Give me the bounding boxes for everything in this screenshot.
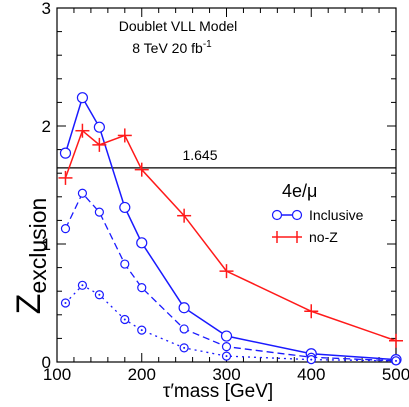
legend-circle xyxy=(271,209,283,221)
legend-marker-no-z xyxy=(272,231,302,243)
data-point xyxy=(117,128,132,143)
data-point-center xyxy=(395,359,397,362)
y-tick-label: 2 xyxy=(42,117,51,136)
data-point xyxy=(92,137,107,152)
y-axis-label-subscript: exclusion xyxy=(25,198,51,294)
data-point xyxy=(179,324,189,334)
data-point xyxy=(94,207,104,217)
data-point-center xyxy=(81,284,84,287)
y-axis-label-main: Z xyxy=(10,294,48,315)
data-point xyxy=(136,237,148,249)
data-point xyxy=(93,121,105,133)
series-line xyxy=(65,284,397,362)
series-line xyxy=(64,129,397,342)
data-point-center xyxy=(123,318,126,321)
data-point xyxy=(389,333,403,348)
data-point xyxy=(221,342,232,352)
legend-marker-inclusive xyxy=(271,209,303,221)
svg-text:Zexclusion: Zexclusion xyxy=(10,198,51,315)
data-point-center xyxy=(225,355,228,358)
y-tick-label: 3 xyxy=(42,0,51,18)
x-tick-label: 400 xyxy=(297,365,325,384)
data-point-center xyxy=(98,293,101,296)
reference-line-label: 1.645 xyxy=(182,147,217,163)
data-point xyxy=(76,92,89,104)
series-inclusive xyxy=(59,92,402,366)
data-point xyxy=(219,264,234,279)
data-point xyxy=(119,201,131,214)
series-no-z xyxy=(58,123,403,348)
chart-title: Doublet VLL Model xyxy=(119,18,238,34)
x-axis-label: τ′mass [GeV] xyxy=(163,381,273,402)
plot-frame xyxy=(56,7,397,363)
data-point xyxy=(58,170,73,185)
data-point xyxy=(77,188,88,198)
x-tick-label: 100 xyxy=(43,365,71,384)
y-tick-label: 1 xyxy=(42,235,51,254)
chart-subtitle: 8 TeV 20 fb-1 xyxy=(132,39,212,56)
legend-label-no-z: no-Z xyxy=(309,229,338,245)
x-tick-label: 500 xyxy=(382,365,409,384)
x-tick-label: 200 xyxy=(128,365,156,384)
legend-title: 4e/μ xyxy=(282,181,317,201)
y-tick-label: 0 xyxy=(42,353,51,372)
series-line xyxy=(64,95,397,361)
data-point-center xyxy=(183,346,186,349)
data-point xyxy=(178,302,190,314)
data-point xyxy=(304,304,319,319)
data-point xyxy=(60,224,71,234)
series-line xyxy=(64,192,397,362)
data-point xyxy=(137,283,147,293)
data-point xyxy=(220,330,233,342)
y-axis-label: Zexclusion xyxy=(10,198,51,315)
series-inclusive-dotted xyxy=(60,280,401,366)
data-point xyxy=(120,259,130,269)
data-point xyxy=(75,123,90,138)
data-point xyxy=(177,208,192,223)
data-point-center xyxy=(310,358,313,361)
legend-label-inclusive: Inclusive xyxy=(309,207,364,223)
data-point-center xyxy=(140,329,143,332)
data-point xyxy=(134,162,149,177)
data-point xyxy=(59,147,72,159)
chart-subtitle-superscript: -1 xyxy=(203,39,212,50)
x-tick-label: 300 xyxy=(212,365,240,384)
legend-circle xyxy=(291,209,303,221)
data-point-center xyxy=(64,302,67,304)
